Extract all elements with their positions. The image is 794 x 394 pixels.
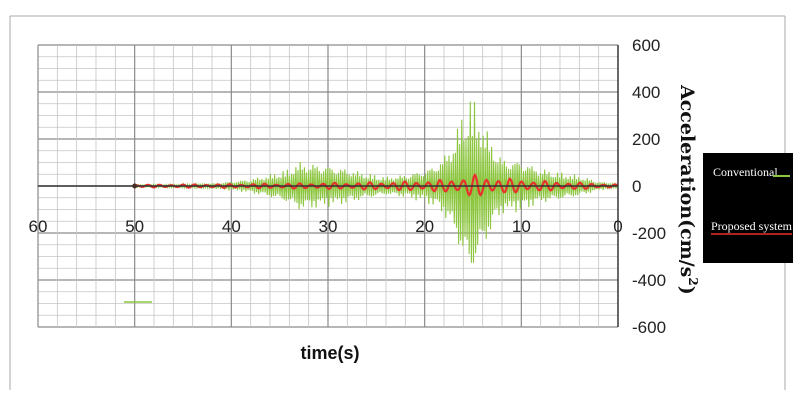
y-axis-label-superscript: 2 bbox=[686, 277, 700, 285]
svg-text:Acceleration(cm/s2): Acceleration(cm/s2) bbox=[676, 84, 700, 295]
x-tick-label: 40 bbox=[222, 217, 241, 236]
y-tick-label: -200 bbox=[632, 224, 666, 243]
y-axis-label: Acceleration(cm/s2) bbox=[676, 84, 700, 295]
y-tick-label: 200 bbox=[632, 130, 660, 149]
legend-label-conventional: Conventional bbox=[713, 165, 778, 179]
y-tick-label: -400 bbox=[632, 271, 666, 290]
x-axis-ticks: 60 50 40 30 20 10 0 bbox=[29, 217, 623, 236]
x-tick-label: 30 bbox=[319, 217, 338, 236]
x-tick-label: 50 bbox=[125, 217, 144, 236]
y-axis-ticks: 600 400 200 0 -200 -400 -600 bbox=[632, 36, 666, 337]
x-tick-label: 10 bbox=[512, 217, 531, 236]
x-tick-label: 60 bbox=[29, 217, 48, 236]
legend: Conventional Proposed system bbox=[703, 153, 793, 263]
legend-label-proposed: Proposed system bbox=[711, 219, 793, 233]
x-axis-label: time(s) bbox=[300, 343, 359, 363]
grid bbox=[37, 44, 619, 328]
axes bbox=[38, 45, 619, 327]
y-axis-label-text: Acceleration(cm/s bbox=[676, 84, 698, 277]
x-tick-label: 0 bbox=[613, 217, 622, 236]
y-tick-label: 400 bbox=[632, 83, 660, 102]
y-tick-label: -600 bbox=[632, 318, 666, 337]
x-tick-label: 20 bbox=[415, 217, 434, 236]
legend-box bbox=[703, 153, 793, 263]
y-tick-label: 600 bbox=[632, 36, 660, 55]
y-axis-label-close: ) bbox=[676, 286, 698, 295]
y-tick-label: 0 bbox=[632, 177, 641, 196]
